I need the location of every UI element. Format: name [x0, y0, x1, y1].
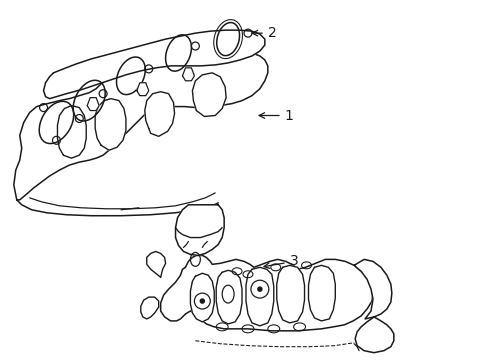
Circle shape	[257, 287, 262, 291]
Polygon shape	[137, 83, 148, 96]
Polygon shape	[192, 73, 225, 117]
Polygon shape	[276, 265, 304, 323]
Polygon shape	[175, 205, 224, 255]
Polygon shape	[353, 260, 391, 319]
Polygon shape	[57, 105, 86, 158]
Text: 1: 1	[259, 108, 293, 122]
Polygon shape	[144, 92, 174, 136]
Polygon shape	[141, 297, 158, 319]
Polygon shape	[190, 273, 214, 322]
Polygon shape	[95, 99, 126, 150]
Text: 2: 2	[252, 26, 276, 40]
Polygon shape	[43, 30, 264, 99]
Polygon shape	[354, 317, 393, 353]
Polygon shape	[146, 251, 165, 277]
Polygon shape	[87, 98, 99, 111]
Text: 3: 3	[264, 255, 298, 269]
Circle shape	[200, 299, 204, 303]
Polygon shape	[245, 267, 273, 326]
Polygon shape	[308, 265, 335, 321]
Polygon shape	[182, 68, 194, 81]
Polygon shape	[14, 50, 267, 200]
Polygon shape	[216, 270, 242, 324]
Polygon shape	[161, 255, 372, 331]
